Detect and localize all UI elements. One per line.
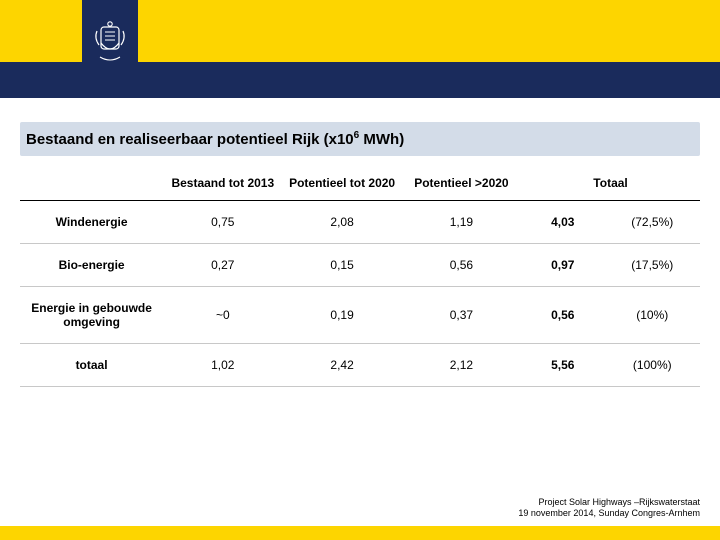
cell-pct: (72,5%)	[605, 201, 700, 244]
footer-text: Project Solar Highways –Rijkswaterstaat …	[0, 497, 720, 526]
row-label: Bio-energie	[20, 244, 163, 287]
cell-pct: (10%)	[605, 287, 700, 344]
cell-total: 0,56	[521, 287, 605, 344]
cell: 0,37	[402, 287, 521, 344]
footer-line1: Project Solar Highways –Rijkswaterstaat	[0, 497, 700, 509]
cell-total: 5,56	[521, 344, 605, 387]
table-row: Windenergie 0,75 2,08 1,19 4,03 (72,5%)	[20, 201, 700, 244]
col-blank	[20, 166, 163, 201]
cell-total: 4,03	[521, 201, 605, 244]
cell-total: 0,97	[521, 244, 605, 287]
cell: ~0	[163, 287, 282, 344]
slide-title: Bestaand en realiseerbaar potentieel Rij…	[20, 122, 700, 156]
footer-line2: 19 november 2014, Sunday Congres-Arnhem	[0, 508, 700, 520]
cell: 0,19	[282, 287, 401, 344]
col-potentieel-gt2020: Potentieel >2020	[402, 166, 521, 201]
content-area: Bestaand en realiseerbaar potentieel Rij…	[0, 98, 720, 387]
col-bestaand: Bestaand tot 2013	[163, 166, 282, 201]
cell: 0,75	[163, 201, 282, 244]
cell: 0,15	[282, 244, 401, 287]
table-row: totaal 1,02 2,42 2,12 5,56 (100%)	[20, 344, 700, 387]
data-table: Bestaand tot 2013 Potentieel tot 2020 Po…	[20, 166, 700, 387]
cell: 2,42	[282, 344, 401, 387]
col-totaal: Totaal	[521, 166, 700, 201]
table-row: Bio-energie 0,27 0,15 0,56 0,97 (17,5%)	[20, 244, 700, 287]
footer: Project Solar Highways –Rijkswaterstaat …	[0, 497, 720, 540]
cell: 0,56	[402, 244, 521, 287]
table-header-row: Bestaand tot 2013 Potentieel tot 2020 Po…	[20, 166, 700, 201]
table-row: Energie in gebouwde omgeving ~0 0,19 0,3…	[20, 287, 700, 344]
cell: 2,12	[402, 344, 521, 387]
gov-logo	[82, 0, 138, 84]
coat-of-arms-icon	[90, 17, 130, 67]
row-label: Windenergie	[20, 201, 163, 244]
cell: 0,27	[163, 244, 282, 287]
cell-pct: (17,5%)	[605, 244, 700, 287]
bottom-yellow-bar	[0, 526, 720, 540]
row-label: Energie in gebouwde omgeving	[20, 287, 163, 344]
title-prefix: Bestaand en realiseerbaar potentieel Rij…	[26, 131, 354, 148]
row-label: totaal	[20, 344, 163, 387]
col-potentieel-2020: Potentieel tot 2020	[282, 166, 401, 201]
cell: 2,08	[282, 201, 401, 244]
cell: 1,02	[163, 344, 282, 387]
cell: 1,19	[402, 201, 521, 244]
title-suffix: MWh)	[359, 131, 404, 148]
cell-pct: (100%)	[605, 344, 700, 387]
